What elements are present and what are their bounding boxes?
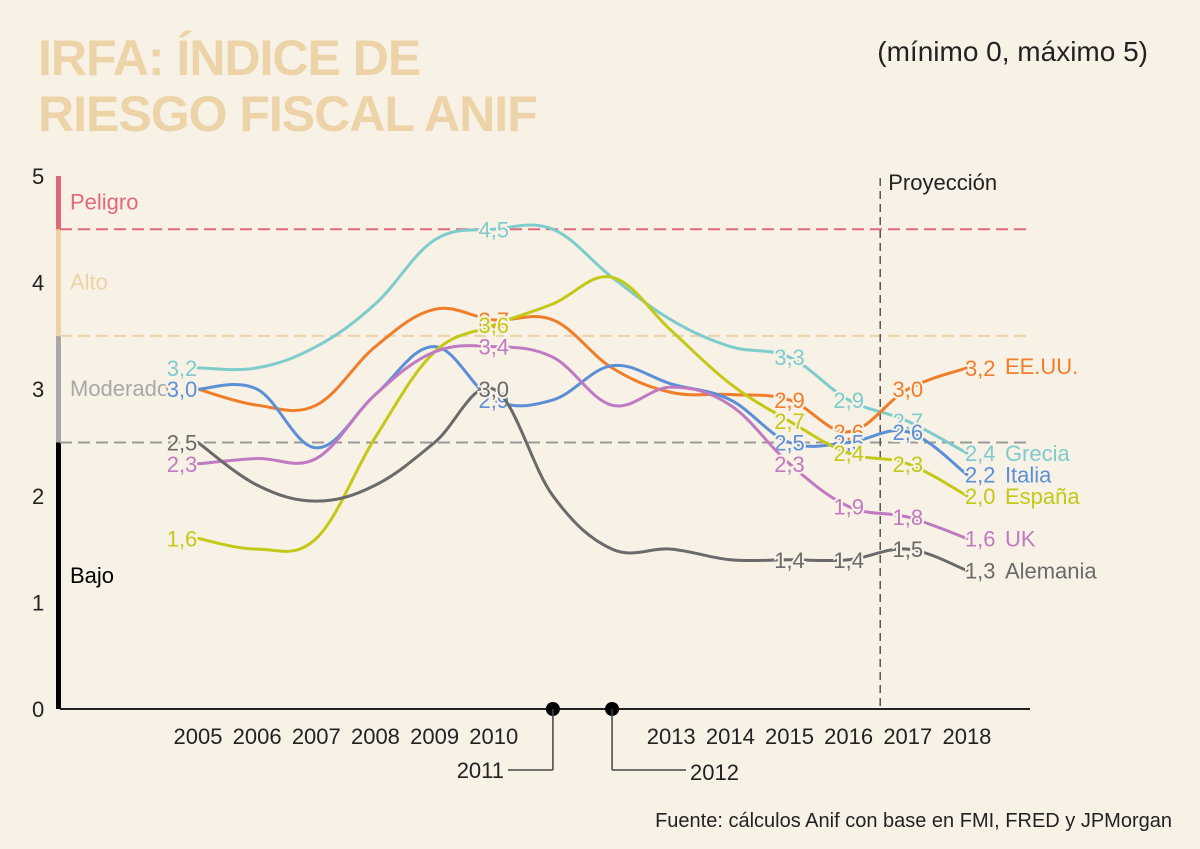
zone-bar-bajo — [56, 442, 61, 709]
x-tick-label: 2005 — [174, 724, 223, 749]
series-line-alemania — [196, 386, 969, 572]
data-label-grecia: 3,2 — [167, 356, 198, 381]
data-label-grecia: 3,3 — [774, 345, 805, 370]
data-label-italia: 3,0 — [167, 377, 198, 402]
x-tick-label: 2018 — [942, 724, 991, 749]
zone-label-moderado: Moderado — [70, 376, 169, 401]
x-tick-label: 2009 — [410, 724, 459, 749]
y-tick-label: 2 — [32, 484, 44, 509]
data-label-uk: 2,3 — [774, 452, 805, 477]
zone-bar-peligro — [56, 176, 61, 230]
data-label-grecia: 4,5 — [478, 217, 509, 242]
data-label-italia: 2,2 — [965, 462, 996, 487]
data-label-españa: 2,3 — [893, 452, 924, 477]
x-tick-label: 2010 — [469, 724, 518, 749]
data-label-españa: 3,6 — [478, 313, 509, 338]
data-label-españa: 2,7 — [774, 409, 805, 434]
series-line-españa — [196, 275, 969, 553]
source-note: Fuente: cálculos Anif con base en FMI, F… — [655, 810, 1172, 832]
y-tick-label: 1 — [32, 590, 44, 615]
data-label-ee-uu: 2,9 — [774, 388, 805, 413]
data-label-uk: 1,6 — [965, 526, 996, 551]
data-label-alemania: 1,3 — [965, 558, 996, 583]
series-name-alemania: Alemania — [1005, 558, 1097, 583]
zone-label-peligro: Peligro — [70, 190, 138, 215]
y-tick-label: 5 — [32, 164, 44, 189]
data-label-alemania: 1,4 — [774, 548, 805, 573]
series-line-italia — [196, 345, 969, 476]
x-tick-label: 2016 — [824, 724, 873, 749]
data-label-españa: 1,6 — [167, 526, 198, 551]
data-label-uk: 3,4 — [478, 335, 509, 360]
data-label-ee-uu: 3,0 — [167, 377, 198, 402]
data-label-ee-uu: 3,0 — [893, 377, 924, 402]
series-name-grecia: Grecia — [1005, 441, 1071, 466]
x-tick-label: 2015 — [765, 724, 814, 749]
data-label-ee-uu: 3,2 — [965, 356, 996, 381]
series-line-grecia — [196, 223, 969, 455]
projection-label: Proyección — [888, 170, 997, 195]
data-label-alemania: 1,5 — [893, 537, 924, 562]
x-tick-label: 2008 — [351, 724, 400, 749]
zone-label-bajo: Bajo — [70, 563, 114, 588]
zone-bar-moderado — [56, 335, 61, 443]
series-name-italia: Italia — [1005, 462, 1052, 487]
data-label-italia: 2,6 — [893, 420, 924, 445]
chart-title: IRFA: ÍNDICE DE RIESGO FISCAL ANIF — [38, 30, 538, 142]
data-label-ee-uu: 2,6 — [833, 420, 864, 445]
data-label-alemania: 2,5 — [167, 431, 198, 456]
y-tick-label: 0 — [32, 697, 44, 722]
data-label-grecia: 2,9 — [833, 388, 864, 413]
x-tick-label: 2006 — [233, 724, 282, 749]
y-tick-label: 3 — [32, 377, 44, 402]
data-label-alemania: 1,4 — [833, 548, 864, 573]
series-line-ee-uu — [196, 306, 969, 434]
data-label-grecia: 2,4 — [965, 441, 996, 466]
chart-title-line2: RIESGO FISCAL ANIF — [38, 86, 538, 142]
y-tick-label: 4 — [32, 271, 44, 296]
x-tick-label: 2014 — [706, 724, 755, 749]
data-label-uk: 2,3 — [167, 452, 198, 477]
zone-bar-alto — [56, 229, 61, 336]
data-label-alemania: 3,0 — [478, 377, 509, 402]
zone-label-alto: Alto — [70, 270, 108, 295]
chart-title-line1: IRFA: ÍNDICE DE — [38, 30, 421, 86]
series-name-ee-uu: EE.UU. — [1005, 354, 1078, 379]
data-label-españa: 2,4 — [833, 441, 864, 466]
chart-subtitle: (mínimo 0, máximo 5) — [877, 36, 1148, 67]
series-line-uk — [196, 344, 969, 540]
series-name-uk: UK — [1005, 526, 1036, 551]
series-name-españa: España — [1005, 484, 1080, 509]
x-tick-label: 2013 — [647, 724, 696, 749]
data-label-uk: 1,9 — [833, 494, 864, 519]
x-tick-label: 2007 — [292, 724, 341, 749]
data-label-uk: 1,8 — [893, 505, 924, 530]
data-label-italia: 2,5 — [774, 431, 805, 456]
x-tick-label: 2017 — [883, 724, 932, 749]
callout-label-2012: 2012 — [690, 760, 739, 785]
data-label-españa: 2,0 — [965, 484, 996, 509]
callout-label-2011: 2011 — [457, 758, 504, 783]
